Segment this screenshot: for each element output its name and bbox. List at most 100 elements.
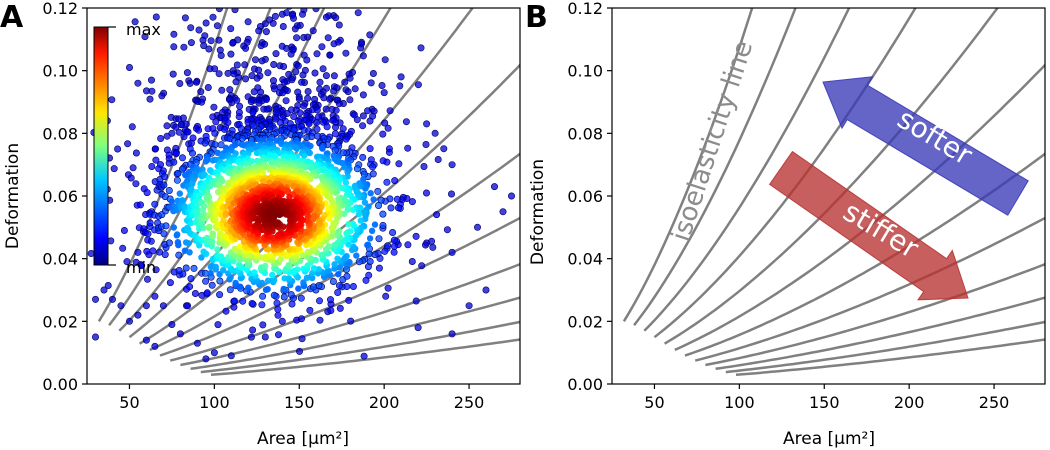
scatter-point: [211, 65, 219, 73]
x-tick-label-a-4: 250: [454, 393, 485, 412]
scatter-point: [381, 247, 389, 255]
scatter-point: [271, 12, 279, 20]
scatter-point: [148, 163, 156, 171]
scatter-point: [414, 81, 422, 89]
scatter-point: [310, 265, 318, 272]
scatter-point: [315, 266, 322, 273]
scatter-point: [152, 13, 160, 21]
scatter-point: [280, 285, 287, 293]
scatter-point: [280, 62, 288, 70]
scatter-point: [233, 61, 241, 69]
scatter-point: [331, 146, 339, 154]
scatter-point: [335, 282, 343, 290]
scatter-point: [354, 9, 362, 17]
scatter-point: [378, 82, 386, 90]
scatter-point: [390, 248, 398, 256]
y-tick-label-a-1: 0.02: [42, 312, 78, 331]
scatter-point: [353, 252, 360, 259]
scatter-point: [193, 339, 201, 347]
scatter-point: [359, 153, 367, 161]
y-tick-label-a-6: 0.12: [42, 0, 78, 18]
scatter-point: [274, 311, 282, 319]
scatter-point: [316, 316, 324, 324]
scatter-point: [107, 237, 115, 245]
scatter-point: [346, 74, 354, 82]
scatter-point: [366, 117, 374, 125]
scatter-point: [269, 19, 277, 27]
scatter-point: [295, 285, 302, 292]
scatter-point: [303, 134, 311, 142]
scatter-point: [341, 210, 348, 217]
scatter-point: [202, 19, 210, 27]
scatter-point: [195, 26, 203, 34]
scatter-point: [240, 238, 248, 245]
panel-b: 50 100 150 200 250 0.00 0.02 0.04 0.06 0.08 0.10 0.…: [525, 0, 1046, 449]
scatter-point: [109, 295, 117, 303]
scatter-point: [412, 297, 420, 305]
scatter-point: [143, 189, 151, 197]
scatter-point: [92, 333, 100, 341]
isoelasticity-curve-b-0: [622, 8, 754, 322]
scatter-point: [179, 165, 187, 173]
isoelasticity-curve-b-10: [725, 320, 1045, 374]
y-axis-label-b: Deformation: [528, 159, 548, 265]
scatter-point: [299, 71, 307, 79]
scatter-point: [304, 249, 311, 256]
scatter-point: [108, 96, 116, 104]
scatter-point: [158, 92, 166, 100]
x-axis-label-b: Area [μm²]: [783, 429, 875, 449]
scatter-point: [189, 175, 196, 182]
scatter-point: [332, 14, 340, 22]
scatter-point: [360, 352, 368, 360]
scatter-point: [272, 50, 280, 58]
scatter-point: [192, 170, 199, 178]
scatter-point: [152, 156, 160, 164]
scatter-point: [142, 336, 150, 344]
scatter-point: [179, 197, 186, 205]
scatter-point: [473, 223, 481, 231]
scatter-point: [284, 188, 292, 196]
scatter-point: [144, 275, 152, 283]
scatter-point: [204, 84, 212, 92]
scatter-point: [182, 264, 190, 272]
scatter-point: [191, 289, 199, 297]
scatter-point: [124, 140, 132, 148]
scatter-point: [210, 349, 218, 357]
y-tick-label-b-2: 0.04: [567, 250, 603, 269]
scatter-point: [289, 14, 297, 22]
scatter-point: [318, 43, 326, 51]
scatter-point: [282, 44, 290, 52]
scatter-point: [92, 295, 100, 303]
scatter-point: [249, 1, 255, 7]
scatter-point: [165, 239, 173, 247]
scatter-points: [87, 1, 515, 363]
scatter-point: [342, 135, 350, 143]
scatter-point: [311, 69, 319, 77]
scatter-point: [385, 148, 393, 156]
scatter-point: [294, 266, 301, 273]
scatter-point: [163, 122, 171, 130]
scatter-point: [277, 229, 285, 236]
scatter-point: [151, 342, 159, 350]
scatter-point: [431, 129, 439, 137]
scatter-point: [347, 317, 355, 325]
scatter-point: [320, 94, 328, 102]
scatter-point: [196, 242, 203, 249]
scatter-point: [330, 72, 338, 80]
scatter-point: [176, 80, 184, 88]
scatter-point: [391, 177, 399, 185]
scatter-point: [148, 76, 156, 84]
scatter-point: [160, 230, 168, 238]
scatter-point: [197, 88, 205, 96]
scatter-point: [131, 18, 139, 26]
scatter-point: [183, 69, 191, 77]
colorbar-min-label: min: [126, 258, 156, 277]
scatter-point: [365, 271, 373, 279]
scatter-point: [253, 149, 261, 157]
scatter-point: [383, 178, 391, 186]
scatter-point: [168, 320, 176, 328]
scatter-point: [306, 306, 314, 314]
scatter-point: [189, 149, 197, 157]
scatter-point: [216, 291, 224, 299]
scatter-point: [165, 187, 173, 195]
